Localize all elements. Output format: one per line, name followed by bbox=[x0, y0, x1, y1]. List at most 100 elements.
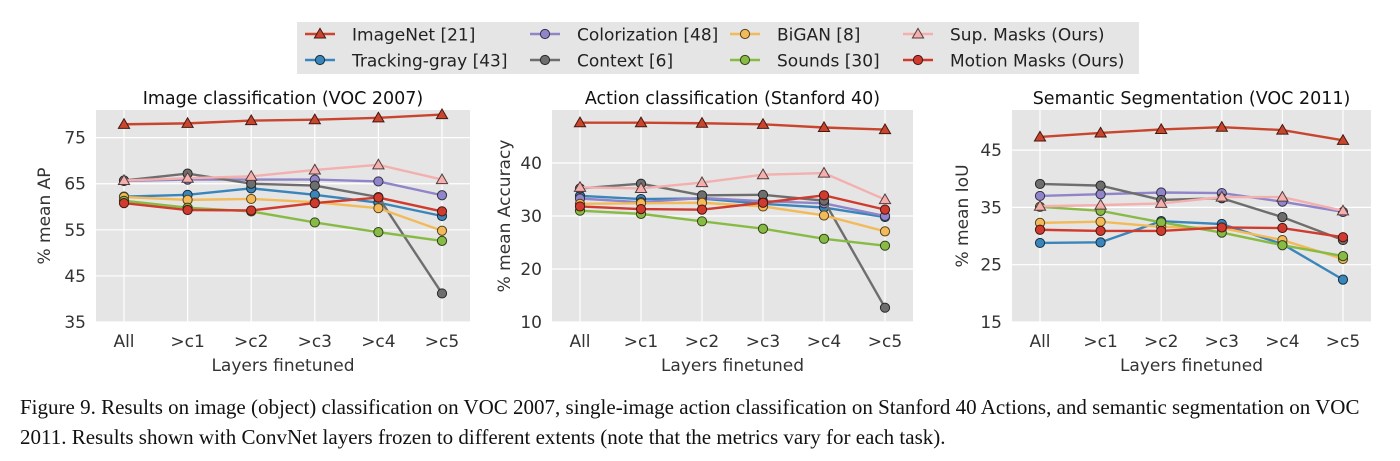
data-point bbox=[573, 180, 587, 192]
y-tick-label: 20 bbox=[520, 260, 542, 280]
data-point bbox=[818, 210, 830, 221]
legend-label: Context [6] bbox=[577, 52, 673, 72]
data-point bbox=[878, 192, 892, 205]
data-point bbox=[1095, 237, 1106, 248]
series-sup-masks-ours bbox=[573, 166, 892, 205]
data-point bbox=[244, 114, 258, 126]
legend-entry-bigan-8: BiGAN [8] bbox=[730, 26, 860, 46]
data-point bbox=[818, 190, 830, 201]
chart-panel-2: 10 20 30 40 All >c1 >c2 >c3 >c4 >c5 Action classif… bbox=[495, 89, 913, 376]
legend-entry-sup-masks-ours: Sup. Masks (Ours) bbox=[903, 26, 1104, 46]
y-tick-label: 10 bbox=[520, 313, 542, 333]
data-point bbox=[1034, 190, 1046, 202]
data-point bbox=[1033, 130, 1047, 142]
data-point bbox=[1337, 274, 1349, 285]
data-point bbox=[118, 197, 130, 209]
data-point bbox=[373, 203, 384, 214]
y-axis-label: % mean AP bbox=[35, 167, 55, 264]
data-point bbox=[1215, 120, 1229, 132]
x-axis-label: Layers finetuned bbox=[1120, 356, 1263, 376]
data-point bbox=[308, 163, 322, 175]
data-point bbox=[1034, 224, 1046, 235]
x-tick-label: >c1 bbox=[624, 332, 658, 352]
y-tick-label: 35 bbox=[64, 313, 86, 333]
data-point bbox=[1275, 123, 1289, 135]
data-point bbox=[696, 216, 708, 227]
legend-marker bbox=[314, 54, 326, 66]
legend-entry-motion-masks-ours: Motion Masks (Ours) bbox=[903, 52, 1124, 72]
data-point bbox=[1094, 126, 1108, 138]
data-point bbox=[879, 204, 891, 215]
x-tick-label: >c5 bbox=[425, 332, 459, 352]
figure-caption: Figure 9. Results on image (object) clas… bbox=[20, 395, 1360, 449]
series-line bbox=[1039, 205, 1344, 258]
data-point bbox=[695, 176, 709, 188]
legend-background bbox=[297, 22, 1139, 74]
y-tick-label: 30 bbox=[520, 207, 542, 227]
legend-marker bbox=[912, 54, 924, 66]
x-tick-label: >c3 bbox=[746, 332, 780, 352]
series-line bbox=[123, 199, 443, 243]
legend-entry-colorization-48: Colorization [48] bbox=[530, 26, 718, 46]
data-point bbox=[182, 204, 193, 216]
data-point bbox=[1337, 251, 1349, 262]
x-tick-label: >c4 bbox=[361, 332, 395, 352]
legend-marker bbox=[739, 54, 751, 66]
data-point bbox=[1275, 190, 1289, 202]
data-point bbox=[371, 111, 385, 123]
y-tick-label: 55 bbox=[64, 221, 86, 241]
legend-label: Motion Masks (Ours) bbox=[950, 52, 1124, 72]
series-motion-masks-ours bbox=[1034, 222, 1349, 243]
x-tick-label: All bbox=[1029, 332, 1050, 352]
series-line bbox=[1039, 226, 1344, 239]
x-axis-label: Layers finetuned bbox=[661, 356, 804, 376]
series-line bbox=[123, 163, 443, 182]
data-point bbox=[1094, 198, 1108, 210]
series-imagenet-21 bbox=[1033, 120, 1350, 145]
legend-entry-tracking-gray-43: Tracking-gray [43] bbox=[305, 52, 507, 72]
data-point bbox=[181, 171, 195, 183]
legend-marker bbox=[739, 28, 751, 40]
y-tick-label: 75 bbox=[64, 129, 86, 149]
legend-label: ImageNet [21] bbox=[352, 26, 475, 46]
series-sup-masks-ours bbox=[1033, 190, 1350, 216]
series-line bbox=[579, 201, 886, 233]
y-axis-label: % mean IoU bbox=[953, 164, 973, 267]
legend-label: BiGAN [8] bbox=[777, 26, 860, 46]
data-point bbox=[309, 180, 320, 191]
series-imagenet-21 bbox=[117, 108, 449, 129]
data-point bbox=[1095, 225, 1106, 236]
chart-title: Action classification (Stanford 40) bbox=[585, 89, 880, 109]
series-motion-masks-ours bbox=[574, 190, 891, 215]
data-point bbox=[117, 117, 131, 129]
legend-entry-context-6: Context [6] bbox=[530, 52, 673, 72]
data-point bbox=[1033, 199, 1047, 211]
y-tick-label: 40 bbox=[520, 154, 542, 174]
legend: ImageNet [21] Tracking-gray [43] Colorizat… bbox=[297, 22, 1139, 74]
data-point bbox=[757, 223, 769, 234]
data-point bbox=[436, 190, 448, 201]
legend-entry-sounds-30: Sounds [30] bbox=[730, 52, 880, 72]
series-line bbox=[1039, 125, 1344, 142]
x-tick-label: >c5 bbox=[868, 332, 902, 352]
series-line bbox=[579, 209, 886, 247]
data-point bbox=[1154, 196, 1168, 208]
x-tick-label: All bbox=[569, 332, 590, 352]
y-tick-label: 35 bbox=[980, 198, 1002, 218]
data-point bbox=[436, 288, 448, 299]
series-line bbox=[123, 195, 443, 232]
x-tick-label: All bbox=[113, 332, 134, 352]
data-point bbox=[1034, 237, 1046, 249]
figure-charts: ImageNet [21] Tracking-gray [43] Colorizat… bbox=[35, 22, 1371, 376]
data-point bbox=[635, 204, 647, 215]
data-point bbox=[1154, 122, 1168, 135]
chart-title: Semantic Segmentation (VOC 2011) bbox=[1033, 89, 1351, 109]
legend-label: Tracking-gray [43] bbox=[351, 52, 507, 72]
data-point bbox=[817, 120, 831, 133]
data-point bbox=[1216, 222, 1227, 233]
data-point bbox=[1337, 232, 1349, 243]
data-point bbox=[117, 173, 131, 186]
data-point bbox=[309, 197, 320, 209]
series-motion-masks-ours bbox=[118, 192, 448, 217]
y-tick-label: 65 bbox=[64, 175, 86, 195]
